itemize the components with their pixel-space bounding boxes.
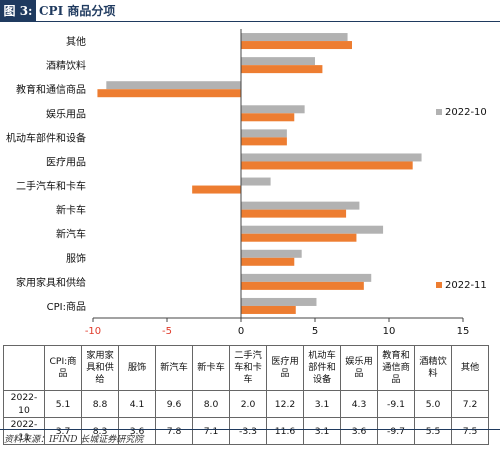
table-header-cell: 机动车部件和设备 [303, 345, 341, 391]
bar-series2 [241, 305, 296, 314]
legend-swatch [436, 109, 442, 115]
table-row: 2022-10 5.1 8.8 4.1 9.6 8.0 2.0 12.2 3.1… [3, 390, 489, 418]
bar-series2 [192, 185, 241, 194]
category-label: CPI:商品 [47, 300, 86, 313]
table-row-label: 2022-11 [3, 417, 45, 445]
table-cell: 5.0 [414, 390, 452, 418]
table-cell: 4.3 [340, 390, 378, 418]
table-header-cell: CPI:商品 [44, 345, 82, 391]
table-cell: 11.6 [266, 417, 304, 445]
category-label: 机动车部件和设备 [6, 131, 86, 144]
category-label: 其他 [66, 35, 86, 48]
table-cell: 5.5 [414, 417, 452, 445]
table-cell: 8.3 [81, 417, 119, 445]
table-cell: 3.1 [303, 390, 341, 418]
figure-header: 图 3: CPI 商品分项 [0, 0, 500, 22]
table-cell: 4.1 [118, 390, 156, 418]
bar-series1 [241, 297, 317, 306]
table-header-cell: 医疗用品 [266, 345, 304, 391]
category-label: 家用家具和供给 [16, 276, 86, 289]
bar-series2 [241, 257, 295, 266]
table-header-cell: 娱乐用品 [340, 345, 378, 391]
table-header-cell: 其他 [451, 345, 489, 391]
category-label: 教育和通信商品 [16, 83, 86, 96]
bar-series1 [106, 81, 241, 90]
table-cell: 7.2 [451, 390, 489, 418]
bar-series1 [241, 57, 315, 66]
table-cell: 9.6 [155, 390, 193, 418]
bar-series1 [241, 201, 360, 210]
table-header-cell: 教育和通信商品 [377, 345, 415, 391]
bar-series2 [241, 233, 357, 242]
table-cell: 3.6 [118, 417, 156, 445]
category-label: 酒精饮料 [46, 59, 86, 72]
category-label: 服饰 [66, 252, 86, 265]
x-tick-label: 5 [312, 326, 318, 337]
category-label: 医疗用品 [46, 155, 86, 168]
bar-series2 [97, 89, 241, 98]
header-rule [0, 21, 500, 22]
source-note: 资料来源：IFIND 长城证券研究院 [4, 435, 144, 445]
x-tick-label: -5 [162, 326, 172, 337]
x-tick-label: 10 [383, 326, 396, 337]
table-cell: 5.1 [44, 390, 82, 418]
table-cell: 3.1 [303, 417, 341, 445]
bar-series2 [241, 41, 352, 50]
table-cell: 12.2 [266, 390, 304, 418]
table-cell: 3.6 [340, 417, 378, 445]
table-cell: 7.5 [451, 417, 489, 445]
table-cell: 7.8 [155, 417, 193, 445]
table-cell: -9.1 [377, 390, 415, 418]
legend-label: 2022-11 [445, 280, 487, 291]
table-row: 2022-11 3.7 8.3 3.6 7.8 7.1 -3.3 11.6 3.… [3, 417, 489, 445]
bar-series1 [241, 33, 348, 42]
bar-series1 [241, 129, 287, 138]
x-tick-label: -10 [85, 326, 101, 337]
figure-number: 图 3: [0, 0, 36, 22]
bar-series2 [241, 209, 347, 218]
table-corner-cell [3, 345, 45, 391]
table-header-cell: 二手汽车和卡车 [229, 345, 267, 391]
bar-series2 [241, 113, 295, 122]
figure-title: CPI 商品分项 [39, 4, 116, 18]
x-tick-label: 0 [238, 326, 244, 337]
table-header-cell: 新卡车 [192, 345, 230, 391]
x-tick-label: 15 [457, 326, 470, 337]
bar-chart: 其他酒精饮料教育和通信商品娱乐用品机动车部件和设备医疗用品二手汽车和卡车新卡车新… [6, 29, 487, 337]
table-row-label: 2022-10 [3, 390, 45, 418]
bar-series2 [241, 281, 364, 290]
legend-swatch [436, 282, 442, 288]
category-label: 娱乐用品 [46, 107, 86, 120]
category-label: 新卡车 [56, 204, 86, 217]
bar-series2 [241, 65, 323, 74]
table-cell: -9.7 [377, 417, 415, 445]
bar-series1 [241, 153, 422, 162]
bar-series1 [241, 177, 271, 186]
bar-series1 [241, 249, 302, 258]
table-header-cell: 新汽车 [155, 345, 193, 391]
table-cell: 8.0 [192, 390, 230, 418]
table-header-cell: 酒精饮料 [414, 345, 452, 391]
legend-label: 2022-10 [445, 107, 487, 118]
bar-series2 [241, 137, 287, 146]
table-cell: 8.8 [81, 390, 119, 418]
table-cell: -3.3 [229, 417, 267, 445]
table-cell: 7.1 [192, 417, 230, 445]
footer-rule [0, 429, 500, 430]
bar-series1 [241, 105, 305, 114]
table-header-cell: 服饰 [118, 345, 156, 391]
bar-series1 [241, 273, 372, 282]
bar-series1 [241, 225, 384, 234]
table-header-cell: 家用家具和供给 [81, 345, 119, 391]
category-label: 新汽车 [56, 228, 86, 241]
table-header-row: CPI:商品 家用家具和供给 服饰 新汽车 新卡车 二手汽车和卡车 医疗用品 机… [3, 345, 489, 391]
table-cell: 2.0 [229, 390, 267, 418]
data-table: CPI:商品 家用家具和供给 服饰 新汽车 新卡车 二手汽车和卡车 医疗用品 机… [3, 345, 489, 445]
category-label: 二手汽车和卡车 [16, 180, 86, 193]
bar-series2 [241, 161, 413, 170]
